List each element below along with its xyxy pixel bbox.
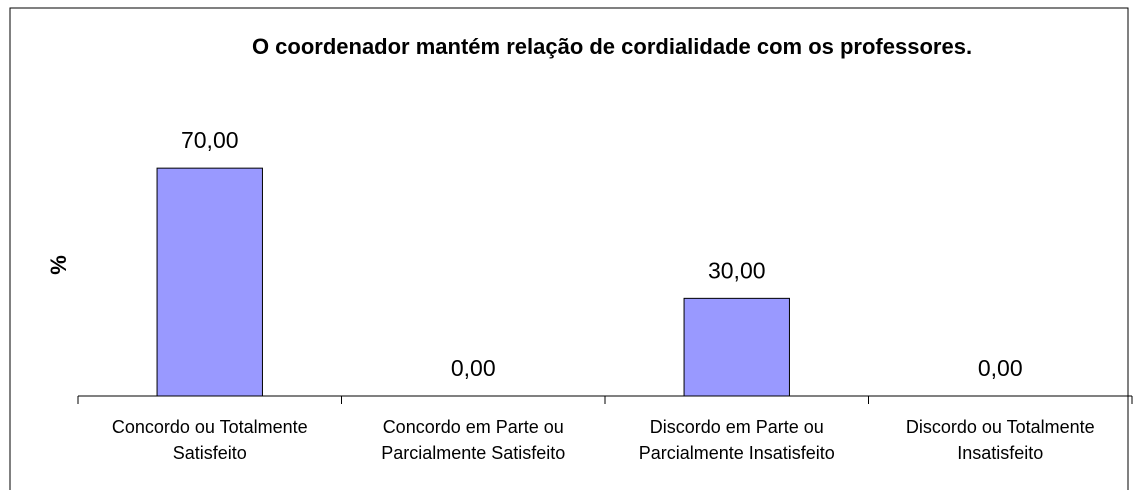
x-tick-label: Discordo em Parte ou Parcialmente Insati… xyxy=(638,417,835,463)
y-axis-label: % xyxy=(46,255,71,275)
x-tick-label: Concordo ou Totalmente Satisfeito xyxy=(111,417,308,463)
bar xyxy=(156,167,263,397)
chart-frame xyxy=(9,7,1129,490)
data-label: 0,00 xyxy=(978,355,1023,381)
data-label: 30,00 xyxy=(708,257,766,283)
bar xyxy=(683,297,790,397)
data-label: 0,00 xyxy=(451,355,496,381)
x-tick-label: Concordo em Parte ou Parcialmente Satisf… xyxy=(381,417,566,463)
data-label: 70,00 xyxy=(181,127,239,153)
chart-title: O coordenador mantém relação de cordiali… xyxy=(251,34,973,59)
x-tick-label: Discordo ou Totalmente Insatisfeito xyxy=(905,417,1095,463)
